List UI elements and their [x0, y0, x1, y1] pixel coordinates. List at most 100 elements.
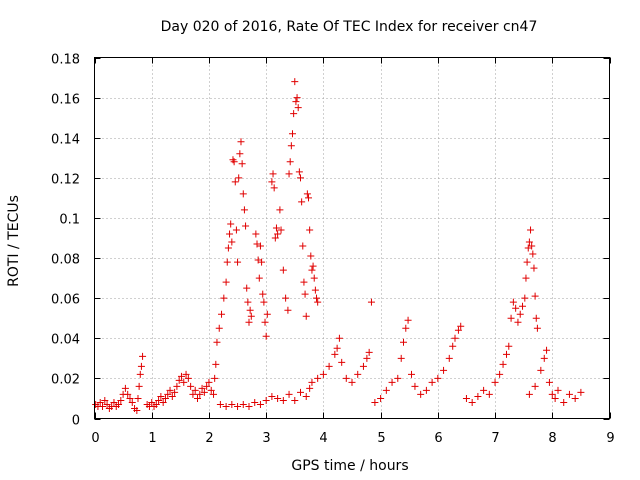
data-point: [270, 184, 278, 192]
data-point: [462, 394, 470, 402]
data-point: [240, 206, 248, 214]
data-point: [454, 326, 462, 334]
x-tick-label: 7: [491, 431, 499, 446]
data-point: [314, 374, 322, 382]
data-point: [545, 378, 553, 386]
data-point: [554, 386, 562, 394]
data-point: [117, 396, 125, 404]
x-tick-label: 8: [548, 431, 556, 446]
data-point: [440, 366, 448, 374]
data-point: [259, 290, 267, 298]
data-point: [533, 324, 541, 332]
data-point: [519, 302, 527, 310]
data-point: [198, 384, 206, 392]
chart-title: Day 020 of 2016, Rate Of TEC Index for r…: [161, 19, 538, 35]
data-point: [300, 278, 308, 286]
data-point: [187, 382, 195, 390]
data-point: [309, 262, 317, 270]
data-point: [551, 394, 559, 402]
data-point: [232, 226, 240, 234]
data-point: [507, 314, 515, 322]
y-tick-label: 0.08: [51, 253, 80, 268]
data-point: [200, 388, 208, 396]
data-point: [288, 130, 296, 138]
data-point: [230, 158, 238, 166]
data-point: [516, 310, 524, 318]
data-point: [96, 398, 104, 406]
data-point: [290, 110, 298, 118]
data-point: [207, 386, 215, 394]
data-point: [509, 298, 517, 306]
data-point: [496, 370, 504, 378]
data-point: [235, 174, 243, 182]
data-point: [161, 394, 169, 402]
data-point: [247, 312, 255, 320]
data-point: [175, 376, 183, 384]
data-point: [218, 310, 226, 318]
data-point: [560, 398, 568, 406]
data-point: [292, 98, 300, 106]
data-point: [301, 290, 309, 298]
y-tick-label: 0.04: [51, 333, 80, 348]
data-point: [537, 366, 545, 374]
data-point: [522, 274, 530, 282]
data-point: [126, 394, 134, 402]
data-point: [365, 348, 373, 356]
data-point: [168, 392, 176, 400]
y-tick-label: 0.18: [51, 53, 80, 68]
data-point: [258, 258, 266, 266]
data-point: [408, 370, 416, 378]
data-point: [474, 392, 482, 400]
data-point: [388, 378, 396, 386]
data-point: [397, 354, 405, 362]
data-point: [299, 242, 307, 250]
data-point: [228, 400, 236, 408]
data-point: [287, 142, 295, 150]
data-point: [394, 374, 402, 382]
data-point: [171, 388, 179, 396]
data-point: [220, 294, 228, 302]
data-point: [313, 294, 321, 302]
data-point: [512, 304, 520, 312]
data-point: [234, 258, 242, 266]
data-point: [363, 354, 371, 362]
data-point: [244, 298, 252, 306]
data-point: [157, 392, 165, 400]
data-point: [189, 390, 197, 398]
data-point: [184, 374, 192, 382]
data-point: [124, 390, 132, 398]
data-point: [152, 400, 160, 408]
y-tick-label: 0.12: [51, 173, 80, 188]
data-point: [428, 378, 436, 386]
data-point: [215, 324, 223, 332]
data-point: [434, 374, 442, 382]
data-point: [286, 158, 294, 166]
data-point: [565, 390, 573, 398]
data-point: [295, 168, 303, 176]
data-point: [223, 258, 231, 266]
data-point: [325, 362, 333, 370]
data-point: [400, 338, 407, 346]
data-point: [528, 242, 536, 250]
data-point: [348, 378, 356, 386]
data-point: [227, 220, 235, 228]
data-point: [182, 370, 190, 378]
data-point: [291, 396, 299, 404]
data-point: [159, 398, 167, 406]
data-point: [284, 306, 292, 314]
data-point: [285, 170, 293, 178]
data-point: [271, 234, 279, 242]
data-point: [196, 390, 204, 398]
data-point: [135, 382, 143, 390]
data-point: [377, 394, 385, 402]
data-point: [540, 354, 548, 362]
data-point: [503, 350, 510, 358]
y-tick-label: 0.16: [51, 93, 80, 108]
data-point: [239, 190, 247, 198]
data-point: [110, 398, 118, 406]
data-point: [263, 310, 271, 318]
data-point: [303, 190, 311, 198]
data-point: [548, 390, 556, 398]
data-point: [103, 400, 111, 408]
data-point: [256, 242, 264, 250]
